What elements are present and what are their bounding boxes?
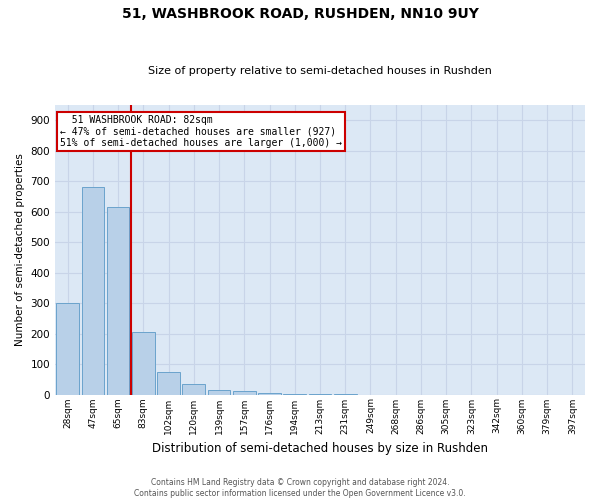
Bar: [157, 372, 180, 394]
Bar: [132, 332, 155, 394]
Bar: [107, 207, 130, 394]
Title: Size of property relative to semi-detached houses in Rushden: Size of property relative to semi-detach…: [148, 66, 492, 76]
Text: Contains HM Land Registry data © Crown copyright and database right 2024.
Contai: Contains HM Land Registry data © Crown c…: [134, 478, 466, 498]
Bar: [56, 303, 79, 394]
Bar: [82, 188, 104, 394]
Bar: [233, 392, 256, 394]
Text: 51, WASHBROOK ROAD, RUSHDEN, NN10 9UY: 51, WASHBROOK ROAD, RUSHDEN, NN10 9UY: [122, 8, 478, 22]
Bar: [208, 390, 230, 394]
Y-axis label: Number of semi-detached properties: Number of semi-detached properties: [15, 154, 25, 346]
Bar: [182, 384, 205, 394]
Text: 51 WASHBROOK ROAD: 82sqm
← 47% of semi-detached houses are smaller (927)
51% of : 51 WASHBROOK ROAD: 82sqm ← 47% of semi-d…: [61, 115, 343, 148]
X-axis label: Distribution of semi-detached houses by size in Rushden: Distribution of semi-detached houses by …: [152, 442, 488, 455]
Bar: [258, 393, 281, 394]
